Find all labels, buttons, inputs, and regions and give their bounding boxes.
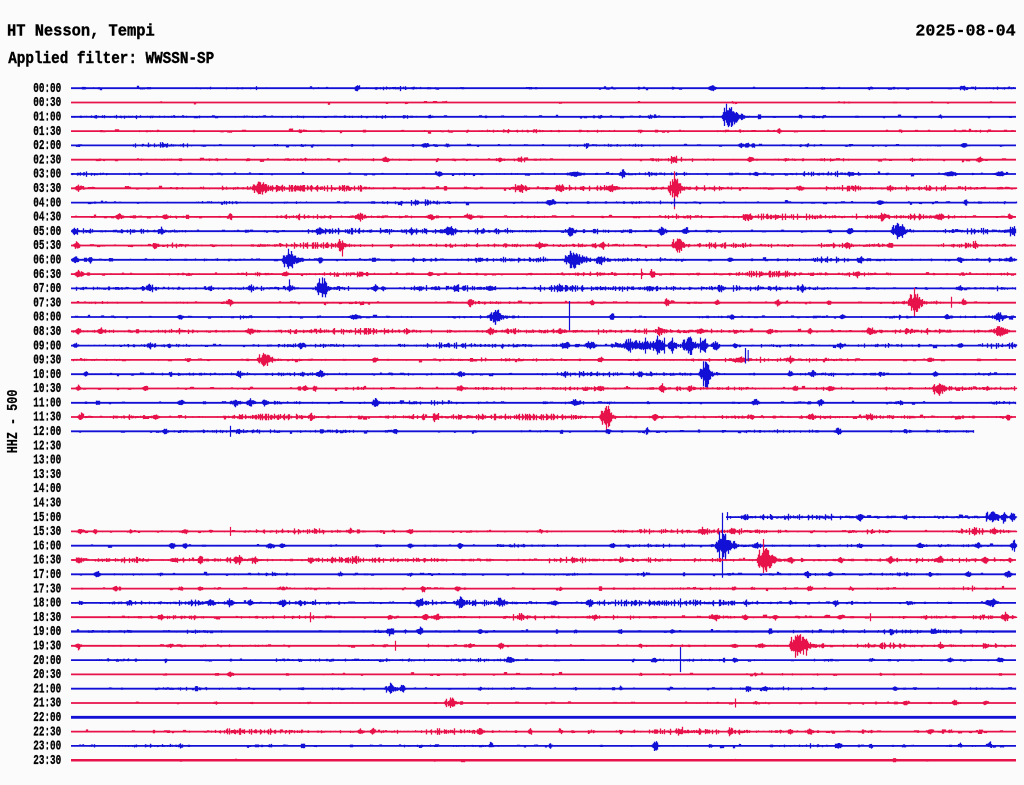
svg-text:11:30: 11:30 — [33, 410, 61, 426]
svg-text:13:30: 13:30 — [33, 467, 61, 483]
svg-text:10:00: 10:00 — [33, 367, 61, 383]
svg-text:2025-08-04: 2025-08-04 — [915, 22, 1015, 41]
svg-text:06:30: 06:30 — [33, 267, 61, 283]
svg-text:02:30: 02:30 — [33, 152, 61, 168]
svg-text:08:00: 08:00 — [33, 310, 61, 326]
svg-text:15:30: 15:30 — [33, 524, 61, 540]
svg-text:04:30: 04:30 — [33, 210, 61, 226]
svg-text:19:00: 19:00 — [33, 624, 61, 640]
svg-text:02:00: 02:00 — [33, 138, 61, 154]
svg-text:14:00: 14:00 — [33, 481, 61, 497]
svg-text:10:30: 10:30 — [33, 381, 61, 397]
svg-text:16:00: 16:00 — [33, 538, 61, 554]
svg-text:HHZ - 500: HHZ - 500 — [5, 390, 22, 454]
svg-text:12:00: 12:00 — [33, 424, 61, 440]
svg-text:20:30: 20:30 — [33, 667, 61, 683]
svg-text:17:00: 17:00 — [33, 567, 61, 583]
svg-text:18:00: 18:00 — [33, 596, 61, 612]
svg-text:01:30: 01:30 — [33, 124, 61, 140]
svg-text:18:30: 18:30 — [33, 610, 61, 626]
svg-text:11:00: 11:00 — [33, 395, 61, 411]
svg-text:13:00: 13:00 — [33, 453, 61, 469]
svg-text:07:30: 07:30 — [33, 295, 61, 311]
svg-text:09:00: 09:00 — [33, 338, 61, 354]
svg-text:20:00: 20:00 — [33, 653, 61, 669]
svg-text:01:00: 01:00 — [33, 109, 61, 125]
svg-text:21:30: 21:30 — [33, 696, 61, 712]
svg-text:15:00: 15:00 — [33, 510, 61, 526]
svg-text:14:30: 14:30 — [33, 496, 61, 512]
svg-text:03:30: 03:30 — [33, 181, 61, 197]
svg-text:19:30: 19:30 — [33, 639, 61, 655]
svg-text:03:00: 03:00 — [33, 167, 61, 183]
svg-text:Applied filter: WWSSN-SP: Applied filter: WWSSN-SP — [8, 50, 214, 69]
svg-text:07:00: 07:00 — [33, 281, 61, 297]
svg-text:HT Nesson, Tempi: HT Nesson, Tempi — [7, 23, 155, 42]
svg-text:00:30: 00:30 — [33, 95, 61, 111]
svg-text:16:30: 16:30 — [33, 553, 61, 569]
svg-text:04:00: 04:00 — [33, 195, 61, 211]
svg-text:22:00: 22:00 — [33, 710, 61, 726]
svg-text:08:30: 08:30 — [33, 324, 61, 340]
svg-text:06:00: 06:00 — [33, 252, 61, 268]
svg-text:21:00: 21:00 — [33, 681, 61, 697]
svg-text:05:30: 05:30 — [33, 238, 61, 254]
svg-text:05:00: 05:00 — [33, 224, 61, 240]
svg-text:17:30: 17:30 — [33, 581, 61, 597]
svg-text:12:30: 12:30 — [33, 438, 61, 454]
svg-text:00:00: 00:00 — [33, 81, 61, 97]
svg-text:23:30: 23:30 — [33, 753, 61, 769]
svg-text:23:00: 23:00 — [33, 739, 61, 755]
svg-text:09:30: 09:30 — [33, 353, 61, 369]
svg-text:22:30: 22:30 — [33, 724, 61, 740]
